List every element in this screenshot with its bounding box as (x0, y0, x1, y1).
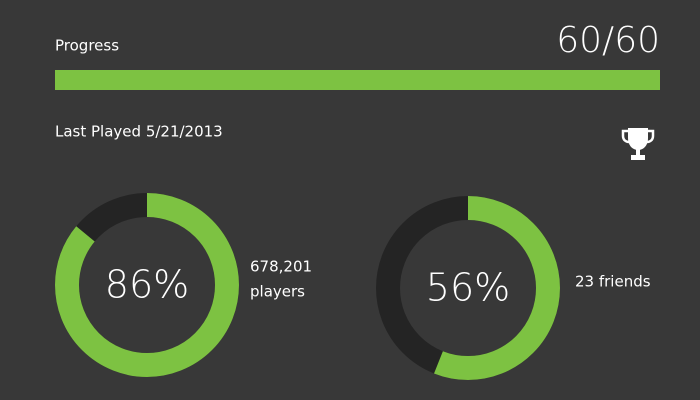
donut-percent: 86% (105, 263, 189, 307)
trophy-icon (621, 128, 655, 160)
donut-caption: players (250, 283, 305, 301)
progress-value: 60/60 (556, 20, 660, 61)
donut-arc (55, 193, 239, 377)
donut-caption: 678,201 (250, 258, 312, 276)
donut-arc (376, 196, 560, 380)
progress-label: Progress (55, 37, 119, 55)
donut-caption: 23 friends (575, 273, 651, 291)
progress-bar (55, 70, 660, 90)
donut-percent: 56% (426, 266, 510, 310)
last-played: Last Played 5/21/2013 (55, 123, 223, 141)
